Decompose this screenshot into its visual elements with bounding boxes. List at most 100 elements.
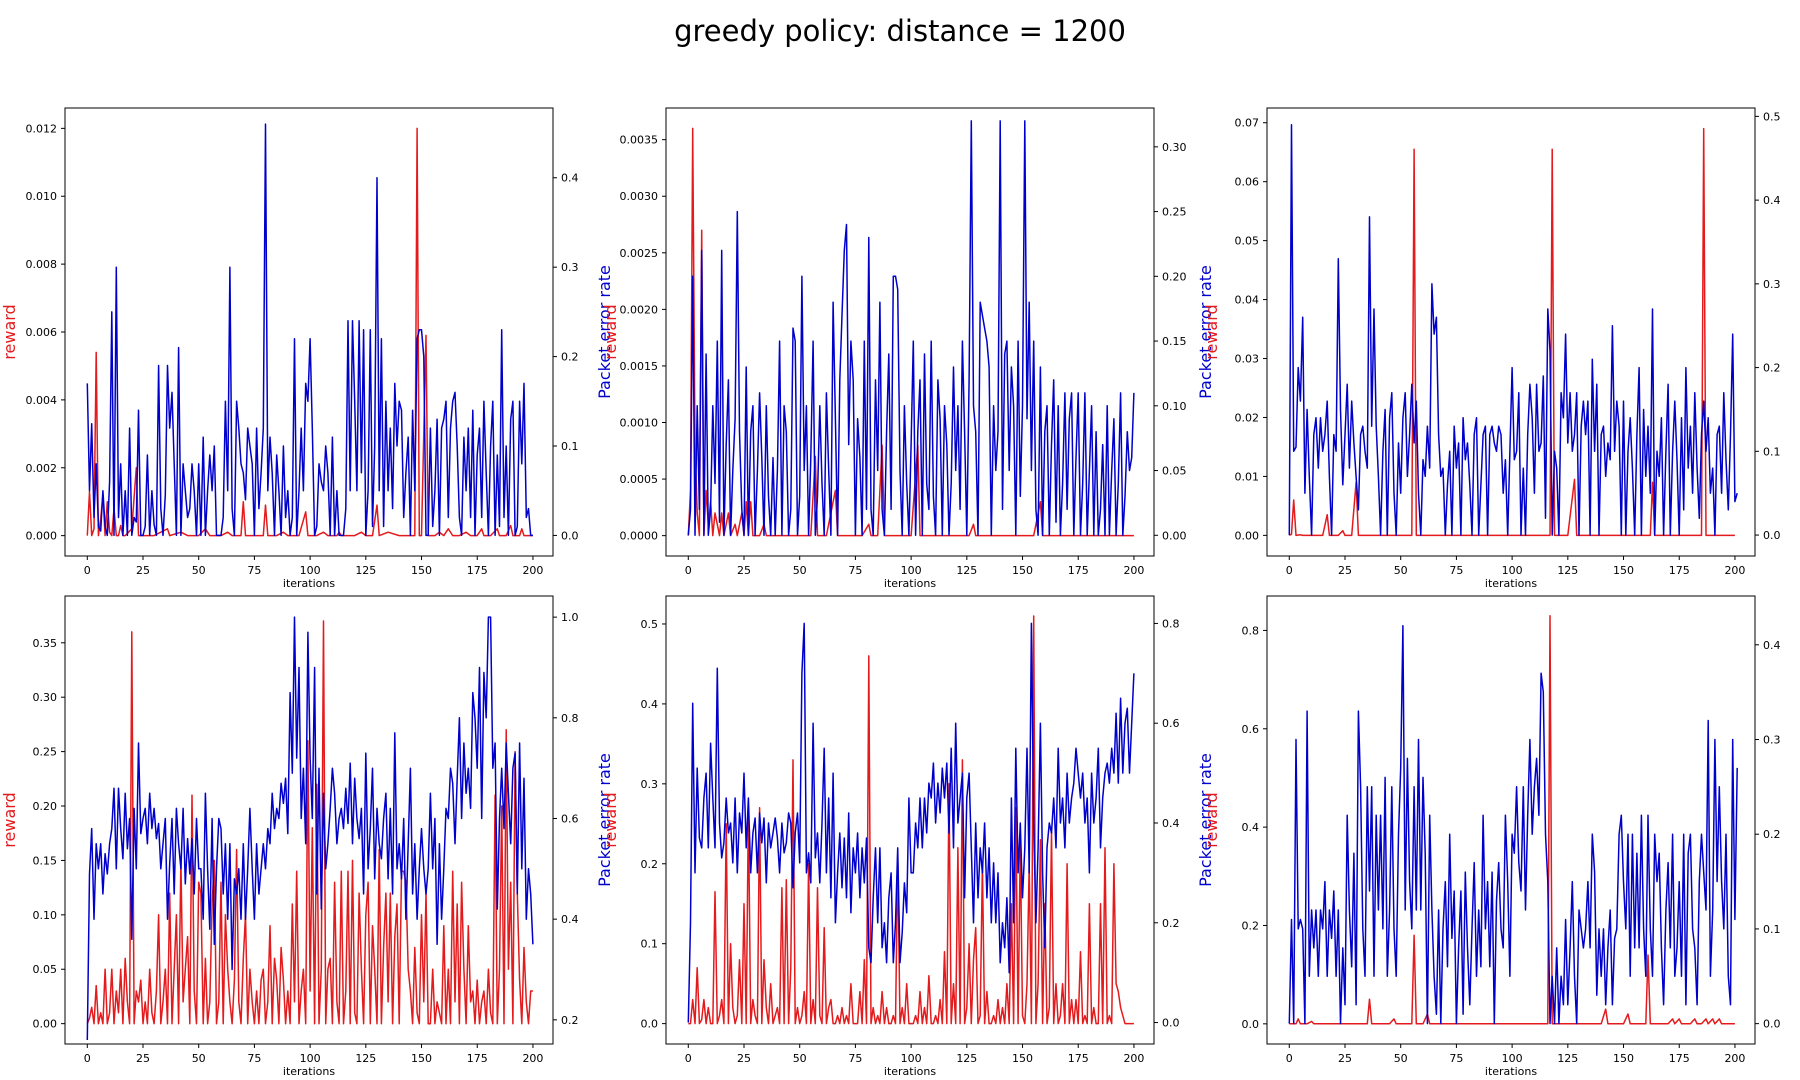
x-tick-label: 200 <box>522 1052 543 1065</box>
y-right-tick-label: 0.15 <box>1162 335 1187 348</box>
y-left-tick-label: 0.06 <box>1235 176 1260 189</box>
plot-frame <box>665 595 1155 1045</box>
y-right-tick-label: 0.8 <box>1162 617 1180 630</box>
y-right-tick-label: 0.0 <box>1162 1017 1180 1030</box>
plot-frame <box>665 107 1155 557</box>
y-left-axis-label: reward <box>601 792 620 847</box>
x-tick-label: 25 <box>136 564 150 577</box>
x-tick-label: 125 <box>1557 564 1578 577</box>
y-right-tick-label: 0.4 <box>561 172 579 185</box>
y-right-axis-label: Packet error rate <box>1797 753 1800 887</box>
y-right-tick-label: 0.00 <box>1162 529 1187 542</box>
x-tick-label: 150 <box>411 564 432 577</box>
x-tick-label: 200 <box>1724 564 1745 577</box>
x-tick-label: 75 <box>848 564 862 577</box>
y-left-tick-label: 0.004 <box>26 394 58 407</box>
y-left-tick-label: 0.10 <box>33 909 58 922</box>
x-tick-label: 100 <box>300 564 321 577</box>
y-right-tick-label: 0.1 <box>1763 923 1781 936</box>
y-right-tick-label: 0.3 <box>561 261 579 274</box>
y-right-tick-label: 0.6 <box>561 812 579 825</box>
y-right-axis-label: Packet error rate <box>1196 753 1215 887</box>
y-left-tick-label: 0.05 <box>33 963 58 976</box>
y-left-tick-label: 0.008 <box>26 258 58 271</box>
plot-frame <box>64 107 554 557</box>
x-tick-label: 0 <box>685 1052 692 1065</box>
per-line <box>86 616 534 1041</box>
x-tick-label: 175 <box>1068 564 1089 577</box>
reward-line <box>86 620 533 1025</box>
y-left-tick-label: 0.6 <box>1242 723 1260 736</box>
y-left-tick-label: 0.0020 <box>620 303 659 316</box>
y-right-tick-label: 0.0 <box>1763 1018 1781 1031</box>
x-tick-label: 125 <box>355 564 376 577</box>
y-right-tick-label: 0.2 <box>561 1014 579 1027</box>
x-tick-label: 150 <box>1012 564 1033 577</box>
x-tick-label: 125 <box>1557 1052 1578 1065</box>
y-right-tick-label: 0.2 <box>1763 828 1781 841</box>
x-tick-label: 150 <box>1613 564 1634 577</box>
y-left-axis-label: reward <box>1202 304 1221 359</box>
reward-line <box>1289 614 1735 1025</box>
y-right-axis-label: Packet error rate <box>595 265 614 399</box>
y-left-tick-label: 0.15 <box>33 854 58 867</box>
x-tick-label: 50 <box>1394 1052 1408 1065</box>
x-tick-label: 100 <box>1502 564 1523 577</box>
chart-panel-3: 0 25 50 75 100 125 150 175 200 iterations 0.00 0.01… <box>1202 107 1800 590</box>
y-right-tick-label: 0.4 <box>1763 194 1781 207</box>
x-tick-label: 175 <box>1669 1052 1690 1065</box>
chart-panel-5: 0 25 50 75 100 125 150 175 200 iterations 0.0 0.1 0.… <box>601 595 1215 1078</box>
y-right-tick-label: 0.05 <box>1162 465 1187 478</box>
y-right-tick-label: 0.4 <box>1763 639 1781 652</box>
x-tick-label: 0 <box>685 564 692 577</box>
y-left-tick-label: 0.006 <box>26 326 58 339</box>
y-left-tick-label: 0.4 <box>1242 821 1260 834</box>
y-left-tick-label: 0.0 <box>1242 1018 1260 1031</box>
y-right-tick-label: 0.4 <box>561 913 579 926</box>
y-right-tick-label: 0.4 <box>1162 817 1180 830</box>
chart-panel-1: 0 25 50 75 100 125 150 175 200 iterations 0.000 0.0… <box>0 107 614 590</box>
y-left-tick-label: 0.07 <box>1235 117 1260 130</box>
x-tick-label: 100 <box>300 1052 321 1065</box>
x-tick-label: 75 <box>1449 564 1463 577</box>
x-tick-label: 0 <box>1286 564 1293 577</box>
y-left-tick-label: 0.012 <box>26 122 58 135</box>
per-line <box>1288 123 1738 536</box>
y-left-tick-label: 0.4 <box>641 698 659 711</box>
y-left-tick-label: 0.2 <box>1242 919 1260 932</box>
x-tick-label: 75 <box>1449 1052 1463 1065</box>
y-right-tick-label: 0.3 <box>1763 733 1781 746</box>
y-left-tick-label: 0.0000 <box>620 530 659 543</box>
chart-panel-2: 0 25 50 75 100 125 150 175 200 iterations 0.0000 0.… <box>601 107 1215 590</box>
y-left-tick-label: 0.0030 <box>620 190 659 203</box>
x-tick-label: 125 <box>956 564 977 577</box>
x-tick-label: 75 <box>848 1052 862 1065</box>
y-left-tick-label: 0.0005 <box>620 473 659 486</box>
x-tick-label: 100 <box>901 564 922 577</box>
y-right-tick-label: 0.3 <box>1763 278 1781 291</box>
y-left-tick-label: 0.03 <box>1235 353 1260 366</box>
x-tick-label: 200 <box>1123 564 1144 577</box>
y-left-tick-label: 0.0025 <box>620 247 659 260</box>
y-right-tick-label: 1.0 <box>561 611 579 624</box>
x-axis-label: iterations <box>1485 577 1537 590</box>
x-tick-label: 0 <box>1286 1052 1293 1065</box>
chart-panel-6: 0 25 50 75 100 125 150 175 200 iterations 0.0 0.2 0.… <box>1202 595 1800 1078</box>
x-tick-label: 200 <box>1123 1052 1144 1065</box>
y-right-tick-label: 0.1 <box>1763 445 1781 458</box>
y-left-tick-label: 0.35 <box>33 637 58 650</box>
plot-frame <box>64 595 554 1045</box>
y-left-tick-label: 0.02 <box>1235 411 1260 424</box>
y-right-tick-label: 0.20 <box>1162 270 1187 283</box>
x-tick-label: 0 <box>84 564 91 577</box>
y-right-tick-label: 0.2 <box>1162 917 1180 930</box>
y-left-tick-label: 0.3 <box>641 778 659 791</box>
y-left-tick-label: 0.5 <box>641 618 659 631</box>
x-tick-label: 25 <box>1338 1052 1352 1065</box>
y-left-tick-label: 0.0 <box>641 1018 659 1031</box>
x-tick-label: 125 <box>355 1052 376 1065</box>
x-axis-label: iterations <box>1485 1065 1537 1078</box>
y-right-tick-label: 0.25 <box>1162 206 1187 219</box>
x-axis-label: iterations <box>283 1065 335 1078</box>
